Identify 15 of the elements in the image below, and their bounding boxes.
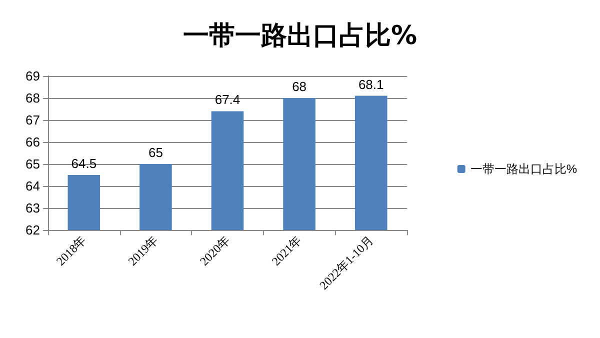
y-tick-label: 65 (26, 156, 40, 172)
chart-title: 一带一路出口占比% (182, 21, 418, 51)
y-tick-label: 64 (26, 178, 40, 194)
data-label: 64.5 (71, 156, 97, 171)
y-tick-label: 62 (26, 222, 40, 238)
data-label: 65 (148, 145, 163, 160)
legend-label: 一带一路出口占比% (470, 162, 578, 176)
y-tick-label: 68 (26, 90, 40, 106)
y-tick-label: 66 (26, 134, 40, 150)
data-label: 67.4 (214, 92, 240, 108)
data-label: 68 (292, 79, 307, 94)
y-tick-label: 69 (26, 68, 40, 84)
data-label: 68.1 (358, 76, 384, 92)
y-tick-label: 67 (26, 112, 40, 128)
y-tick-label: 63 (26, 200, 40, 216)
